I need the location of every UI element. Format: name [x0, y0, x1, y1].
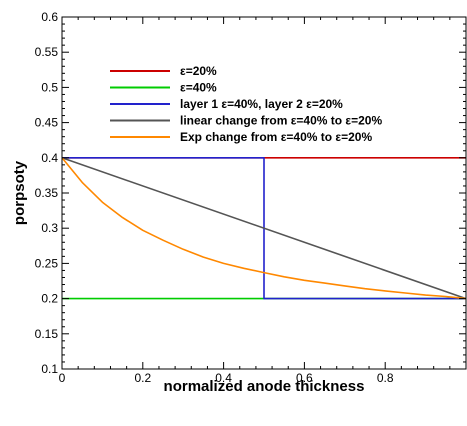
x-axis-title: normalized anode thickness: [164, 378, 365, 395]
legend-label-2: ε=40%: [180, 81, 217, 95]
x-tick-label: 0.8: [377, 371, 394, 385]
legend-label-4: linear change from ε=40% to ε=20%: [180, 114, 382, 128]
x-tick-label: 0.6: [296, 371, 313, 385]
y-tick-label: 0.55: [35, 45, 59, 59]
legend: ε=20% ε=40% layer 1 ε=40%, layer 2 ε=20% li…: [110, 64, 382, 144]
plot-layer: [61, 157, 467, 300]
y-tick-label: 0.15: [35, 327, 59, 341]
legend-label-5: Exp change from ε=40% to ε=20%: [180, 130, 372, 144]
y-tick-label: 0.3: [41, 221, 58, 235]
y-tick-label: 0.5: [41, 80, 58, 94]
axis-ticks: 0.1 0.15 0.2 0.25 0.3 0.35 0.4 0.45 0.5 0.55 0.6 0 0…: [35, 10, 466, 385]
y-tick-label: 0.35: [35, 186, 59, 200]
y-tick-label: 0.1: [41, 362, 58, 376]
y-tick-label: 0.6: [41, 10, 58, 24]
legend-label-3: layer 1 ε=40%, layer 2 ε=20%: [180, 97, 343, 111]
y-tick-label: 0.45: [35, 116, 59, 130]
series-line-4: [61, 157, 467, 300]
x-tick-label: 0: [59, 371, 66, 385]
y-tick-label: 0.4: [41, 151, 58, 165]
series-line-5: [61, 157, 467, 300]
y-tick-label: 0.2: [41, 292, 58, 306]
y-axis-title: porpsoty: [11, 160, 28, 225]
legend-label-1: ε=20%: [180, 64, 217, 78]
x-tick-label: 0.2: [134, 371, 151, 385]
x-tick-label: 0.4: [215, 371, 232, 385]
y-tick-label: 0.25: [35, 256, 59, 270]
